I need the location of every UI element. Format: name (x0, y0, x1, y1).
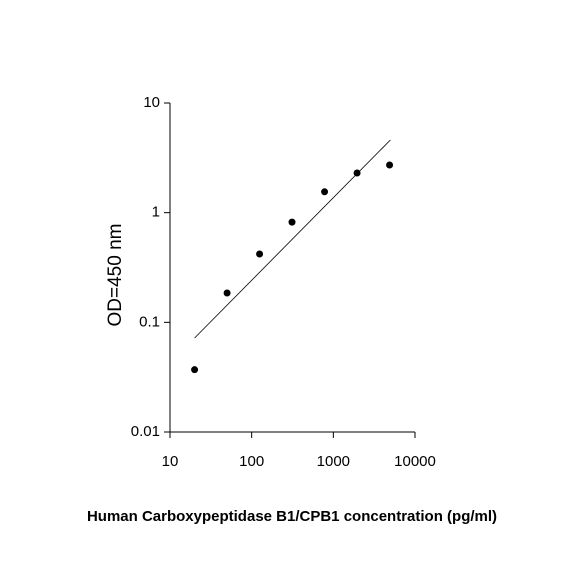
y-tick-label: 10 (143, 94, 160, 111)
data-point (191, 366, 199, 374)
fit-line (194, 139, 391, 339)
x-tick-label: 100 (239, 453, 264, 470)
data-point (321, 188, 329, 196)
data-point (353, 169, 361, 177)
y-axis-label: OD=450 nm (105, 224, 126, 327)
x-tick-label: 10 (162, 453, 179, 470)
y-tick-label: 0.01 (131, 423, 160, 440)
y-tick-label: 1 (152, 204, 160, 221)
x-tick-label: 10000 (394, 453, 436, 470)
data-point (256, 250, 264, 258)
data-point (386, 161, 394, 169)
x-axis-label: Human Carboxypeptidase B1/CPB1 concentra… (87, 508, 497, 525)
x-tick-label: 1000 (317, 453, 350, 470)
y-tick-label: 0.1 (139, 313, 160, 330)
data-point (288, 218, 296, 226)
data-point (223, 289, 231, 297)
